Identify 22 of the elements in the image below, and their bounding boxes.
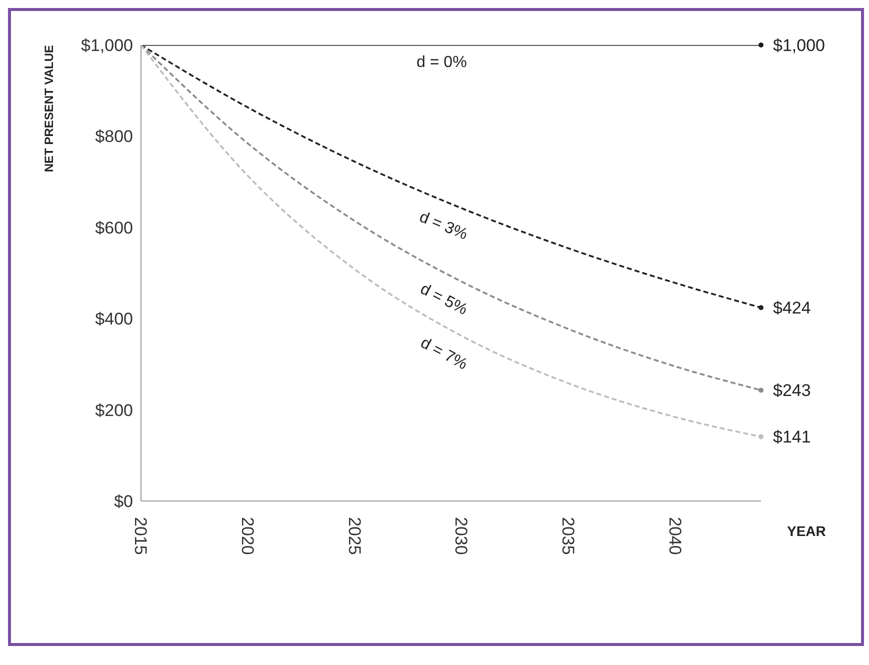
y-tick-label: $1,000 (81, 36, 133, 56)
data-label: $243 (773, 381, 811, 400)
y-tick-label: $800 (95, 127, 133, 146)
y-tick-label: $600 (95, 218, 133, 238)
x-tick-label: 2015 (131, 517, 150, 555)
text: d = 5% (417, 280, 470, 319)
y-tick-label: $0 (114, 492, 133, 512)
data-label: $141 (773, 428, 811, 447)
x-tick-label: 2035 (558, 517, 578, 555)
text: d = 3% (416, 208, 470, 244)
y-tick-label: $200 (95, 400, 133, 420)
text: d = 7% (418, 334, 470, 374)
data-label: $424 (773, 298, 811, 318)
x-tick-label: 2020 (238, 517, 257, 555)
x-tick-label: 2025 (344, 517, 364, 555)
x-axis-title: YEAR (787, 523, 826, 539)
x-tick-label: 2040 (665, 517, 684, 555)
series-label: d = 0% (416, 54, 467, 71)
data-label: $1,000 (773, 36, 825, 55)
x-tick-label: 2030 (452, 517, 471, 555)
y-tick-label: $400 (95, 310, 133, 329)
y-axis-title: NET PRESENT VALUE (42, 45, 56, 172)
